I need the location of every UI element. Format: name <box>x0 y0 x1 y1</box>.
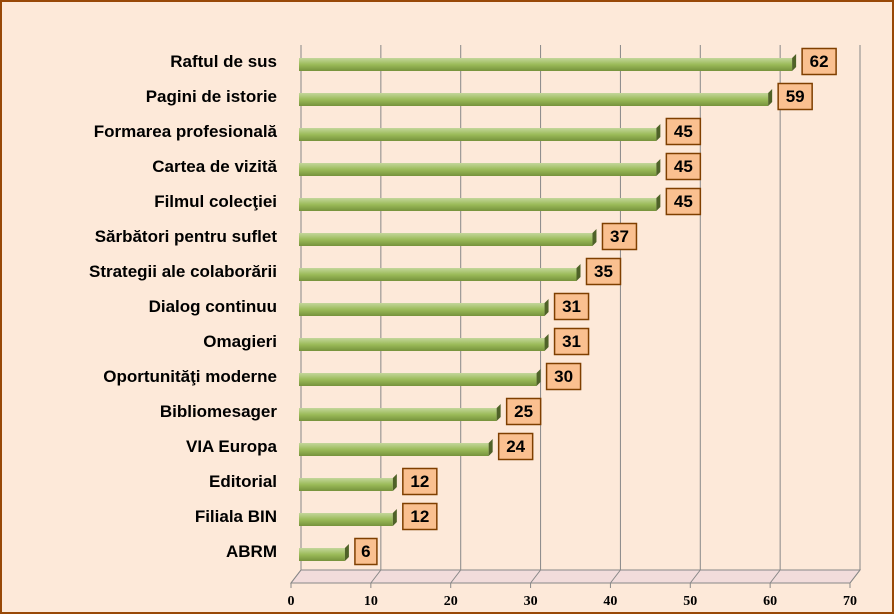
category-label: Pagini de istorie <box>146 87 277 106</box>
value-label-box <box>545 362 582 391</box>
grid-line <box>450 45 462 584</box>
bar <box>299 198 657 211</box>
category-label: Omagieri <box>203 332 277 351</box>
bar-end <box>544 299 549 316</box>
grid-line <box>610 45 621 584</box>
x-tick-label: 40 <box>603 594 617 609</box>
x-tick-label: 50 <box>683 594 697 609</box>
value-label: 25 <box>514 402 533 421</box>
category-label: Formarea profesională <box>94 122 278 141</box>
bar-end <box>392 474 397 491</box>
grid-line <box>689 45 701 584</box>
value-label-box <box>665 152 702 181</box>
bar-end <box>392 509 397 526</box>
value-label: 12 <box>410 507 429 526</box>
category-label: Editorial <box>209 472 277 491</box>
value-label: 37 <box>610 227 629 246</box>
value-label: 62 <box>810 52 829 71</box>
bar-end <box>656 194 661 211</box>
x-tick-label: 60 <box>763 594 777 609</box>
bar <box>299 268 577 281</box>
bar <box>299 128 657 141</box>
bar-end <box>792 54 797 71</box>
bar <box>299 548 345 561</box>
x-tick-label: 0 <box>288 594 295 609</box>
value-label-box <box>601 222 638 251</box>
grid-line <box>530 45 542 584</box>
category-label: Raftul de sus <box>170 52 277 71</box>
x-tick-label: 20 <box>444 594 458 609</box>
value-label: 31 <box>562 297 581 316</box>
value-label-box <box>553 292 590 321</box>
value-label: 31 <box>562 332 581 351</box>
bar-end <box>576 264 581 281</box>
category-label: Bibliomesager <box>160 402 278 421</box>
bar-end <box>544 334 549 351</box>
value-label-box <box>505 397 542 426</box>
bar-end <box>656 124 661 141</box>
bar-end <box>592 229 597 246</box>
value-label: 45 <box>674 157 693 176</box>
value-label: 45 <box>674 192 693 211</box>
value-label-box <box>801 47 837 76</box>
grid-line <box>290 45 302 584</box>
category-label: Filmul colecţiei <box>154 192 277 211</box>
value-label-box <box>585 257 622 286</box>
grid-line <box>769 45 781 584</box>
bar <box>299 303 545 316</box>
x-tick-label: 10 <box>364 594 378 609</box>
value-label: 24 <box>506 437 525 456</box>
category-label: Filiala BIN <box>195 507 277 526</box>
bar <box>299 443 489 456</box>
bar-end <box>488 439 493 456</box>
bar <box>299 58 793 71</box>
bar-end <box>656 159 661 176</box>
x-tick-label: 70 <box>843 594 857 609</box>
value-label: 6 <box>361 542 370 561</box>
value-label-box <box>402 502 438 531</box>
category-label: Cartea de vizită <box>152 157 277 176</box>
value-label-box <box>402 467 438 496</box>
value-label-box <box>665 117 702 146</box>
bar <box>299 478 393 491</box>
category-label: Sărbători pentru suflet <box>95 227 278 246</box>
x-tick-label: 30 <box>524 594 538 609</box>
bar <box>299 408 497 421</box>
bar <box>299 163 657 176</box>
category-label: Dialog continuu <box>149 297 277 316</box>
bar <box>299 513 393 526</box>
grid-line <box>370 45 382 584</box>
bar <box>299 93 769 106</box>
bar-end <box>496 404 501 421</box>
value-label: 35 <box>594 262 613 281</box>
value-label: 12 <box>410 472 429 491</box>
value-label-box <box>497 432 534 461</box>
category-label: Strategii ale colaborării <box>89 262 277 281</box>
value-label: 59 <box>786 87 805 106</box>
value-label-box <box>553 327 590 356</box>
grid-line <box>849 45 861 584</box>
bar <box>299 233 593 246</box>
value-label: 45 <box>674 122 693 141</box>
bar <box>299 373 537 386</box>
value-label-box <box>777 82 813 111</box>
category-label: ABRM <box>226 542 277 561</box>
value-label-box <box>354 537 378 566</box>
bar-end <box>344 544 349 561</box>
bar-end <box>768 89 773 106</box>
category-label: Oportunităţi moderne <box>103 367 277 386</box>
value-label: 30 <box>554 367 573 386</box>
value-label-box <box>665 187 702 216</box>
category-label: VIA Europa <box>186 437 278 456</box>
bar-end <box>536 369 541 386</box>
bar <box>299 338 545 351</box>
